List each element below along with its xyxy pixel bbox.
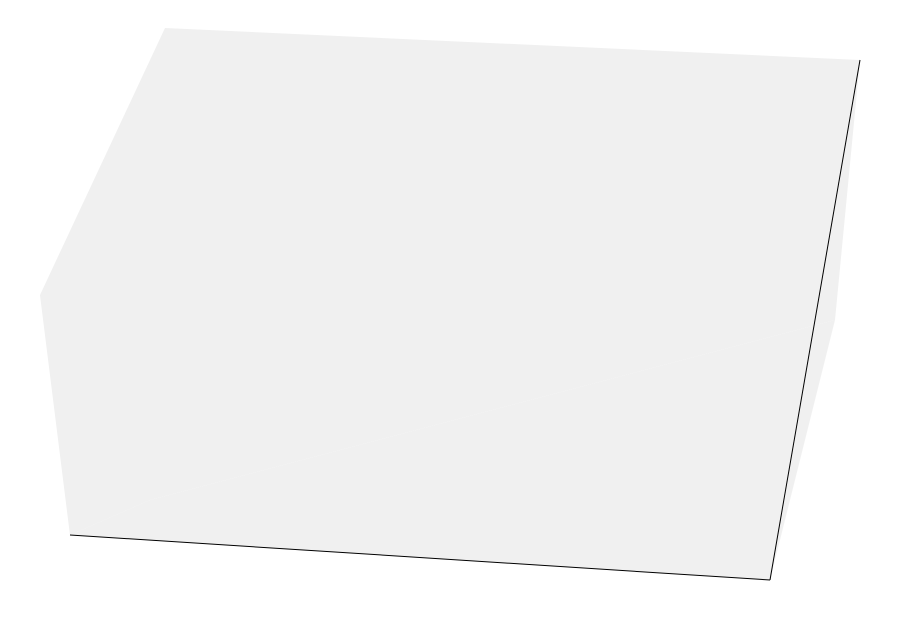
floor-pane — [70, 320, 835, 580]
axes-panes — [40, 28, 860, 580]
x-axis — [69, 534, 771, 581]
z-axis — [769, 59, 861, 581]
axes — [69, 59, 861, 581]
back-pane — [40, 28, 860, 535]
